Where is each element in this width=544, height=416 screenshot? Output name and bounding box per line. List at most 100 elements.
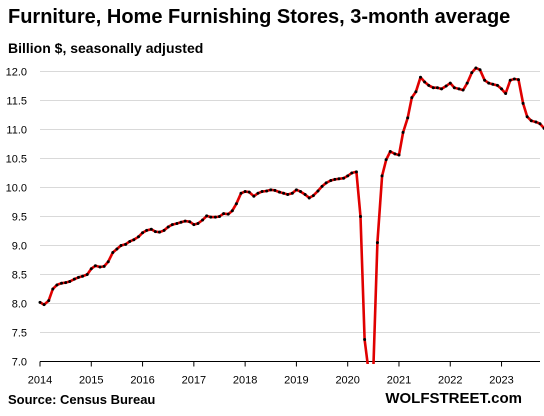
grid-lines xyxy=(40,71,540,362)
data-point xyxy=(115,247,119,251)
data-point xyxy=(265,189,269,193)
data-point xyxy=(516,78,520,82)
data-point xyxy=(487,81,491,85)
data-point xyxy=(213,215,217,219)
y-tick-label: 7.0 xyxy=(12,357,27,369)
data-point xyxy=(419,75,423,79)
source-note: Source: Census Bureau xyxy=(8,392,156,407)
data-point xyxy=(68,279,72,283)
data-point xyxy=(141,231,145,235)
data-point xyxy=(106,260,110,264)
y-tick-label: 10.5 xyxy=(6,154,27,166)
y-tick-label: 10.0 xyxy=(6,183,27,195)
data-point xyxy=(368,375,371,378)
data-point xyxy=(324,181,328,185)
data-point xyxy=(153,230,157,234)
data-point xyxy=(427,83,431,87)
data-point xyxy=(307,196,311,200)
chart-subtitle: Billion $, seasonally adjusted xyxy=(8,40,204,56)
data-point xyxy=(252,194,256,198)
data-point xyxy=(504,92,508,96)
data-point xyxy=(192,223,196,227)
data-point xyxy=(247,190,251,194)
y-tick-label: 12.0 xyxy=(6,67,27,79)
data-point xyxy=(470,71,474,75)
data-point xyxy=(42,303,46,307)
x-axis-ticks: 2014 2015 2016 2017 2018 2019 2020 2021 2022 2023 xyxy=(28,361,540,387)
y-tick-label: 9.5 xyxy=(12,212,27,224)
data-point xyxy=(465,81,469,85)
data-point xyxy=(179,220,183,224)
data-point xyxy=(102,264,106,268)
data-point xyxy=(452,86,456,90)
data-point xyxy=(375,241,379,245)
data-point xyxy=(243,190,247,194)
data-point xyxy=(286,192,290,196)
data-point xyxy=(303,192,307,196)
data-point xyxy=(166,225,170,229)
data-point xyxy=(230,209,234,213)
data-point xyxy=(508,78,512,82)
x-tick-label: 2022 xyxy=(438,375,462,387)
data-point xyxy=(448,81,452,85)
data-point xyxy=(423,80,427,84)
data-point xyxy=(98,265,102,269)
data-point xyxy=(393,152,397,156)
data-point xyxy=(440,87,444,91)
data-point xyxy=(316,189,320,193)
data-point xyxy=(60,281,64,285)
data-point xyxy=(380,174,384,178)
data-point xyxy=(119,244,123,247)
data-point xyxy=(294,188,298,192)
data-point xyxy=(410,96,414,100)
y-tick-label: 8.0 xyxy=(12,299,27,311)
plot-area xyxy=(38,66,544,378)
brand-logo: WOLFSTREET.com xyxy=(385,390,522,407)
data-point xyxy=(461,88,465,92)
data-point xyxy=(149,227,153,231)
data-point xyxy=(201,218,205,222)
data-point xyxy=(124,242,128,246)
data-point xyxy=(538,122,542,126)
data-point xyxy=(128,239,132,243)
data-point xyxy=(525,115,529,119)
data-point xyxy=(273,188,277,192)
data-point xyxy=(239,191,243,195)
data-point xyxy=(51,287,55,291)
data-point xyxy=(337,177,341,181)
data-point xyxy=(256,191,260,195)
data-point xyxy=(414,90,418,94)
data-point xyxy=(226,212,230,216)
data-point xyxy=(457,87,461,91)
data-point xyxy=(205,214,209,218)
data-point xyxy=(222,212,226,216)
data-point xyxy=(329,179,333,183)
x-tick-label: 2021 xyxy=(387,375,411,387)
data-point xyxy=(175,221,179,225)
data-point xyxy=(529,119,533,123)
data-point xyxy=(217,215,221,218)
data-point xyxy=(111,250,115,254)
data-point xyxy=(354,170,358,174)
data-point xyxy=(491,82,495,86)
data-point xyxy=(444,84,448,88)
data-point xyxy=(299,190,303,194)
data-point xyxy=(260,190,264,194)
data-point xyxy=(89,267,93,271)
data-point xyxy=(269,188,273,192)
data-point xyxy=(183,219,187,223)
line-chart: 7.0 7.5 8.0 8.5 9.0 9.5 10.0 10.5 11.0 11.5 12.0 2… xyxy=(6,66,544,387)
x-tick-label: 2019 xyxy=(284,375,308,387)
data-point xyxy=(162,228,166,232)
y-tick-label: 11.0 xyxy=(6,125,27,137)
data-point xyxy=(320,184,324,188)
data-point xyxy=(157,230,161,234)
data-point xyxy=(132,238,136,242)
data-point xyxy=(136,235,140,239)
data-point xyxy=(346,174,350,178)
data-point xyxy=(478,68,482,72)
data-point xyxy=(384,158,388,162)
y-tick-label: 11.5 xyxy=(6,96,27,108)
data-point xyxy=(342,176,346,180)
data-point xyxy=(495,83,499,87)
